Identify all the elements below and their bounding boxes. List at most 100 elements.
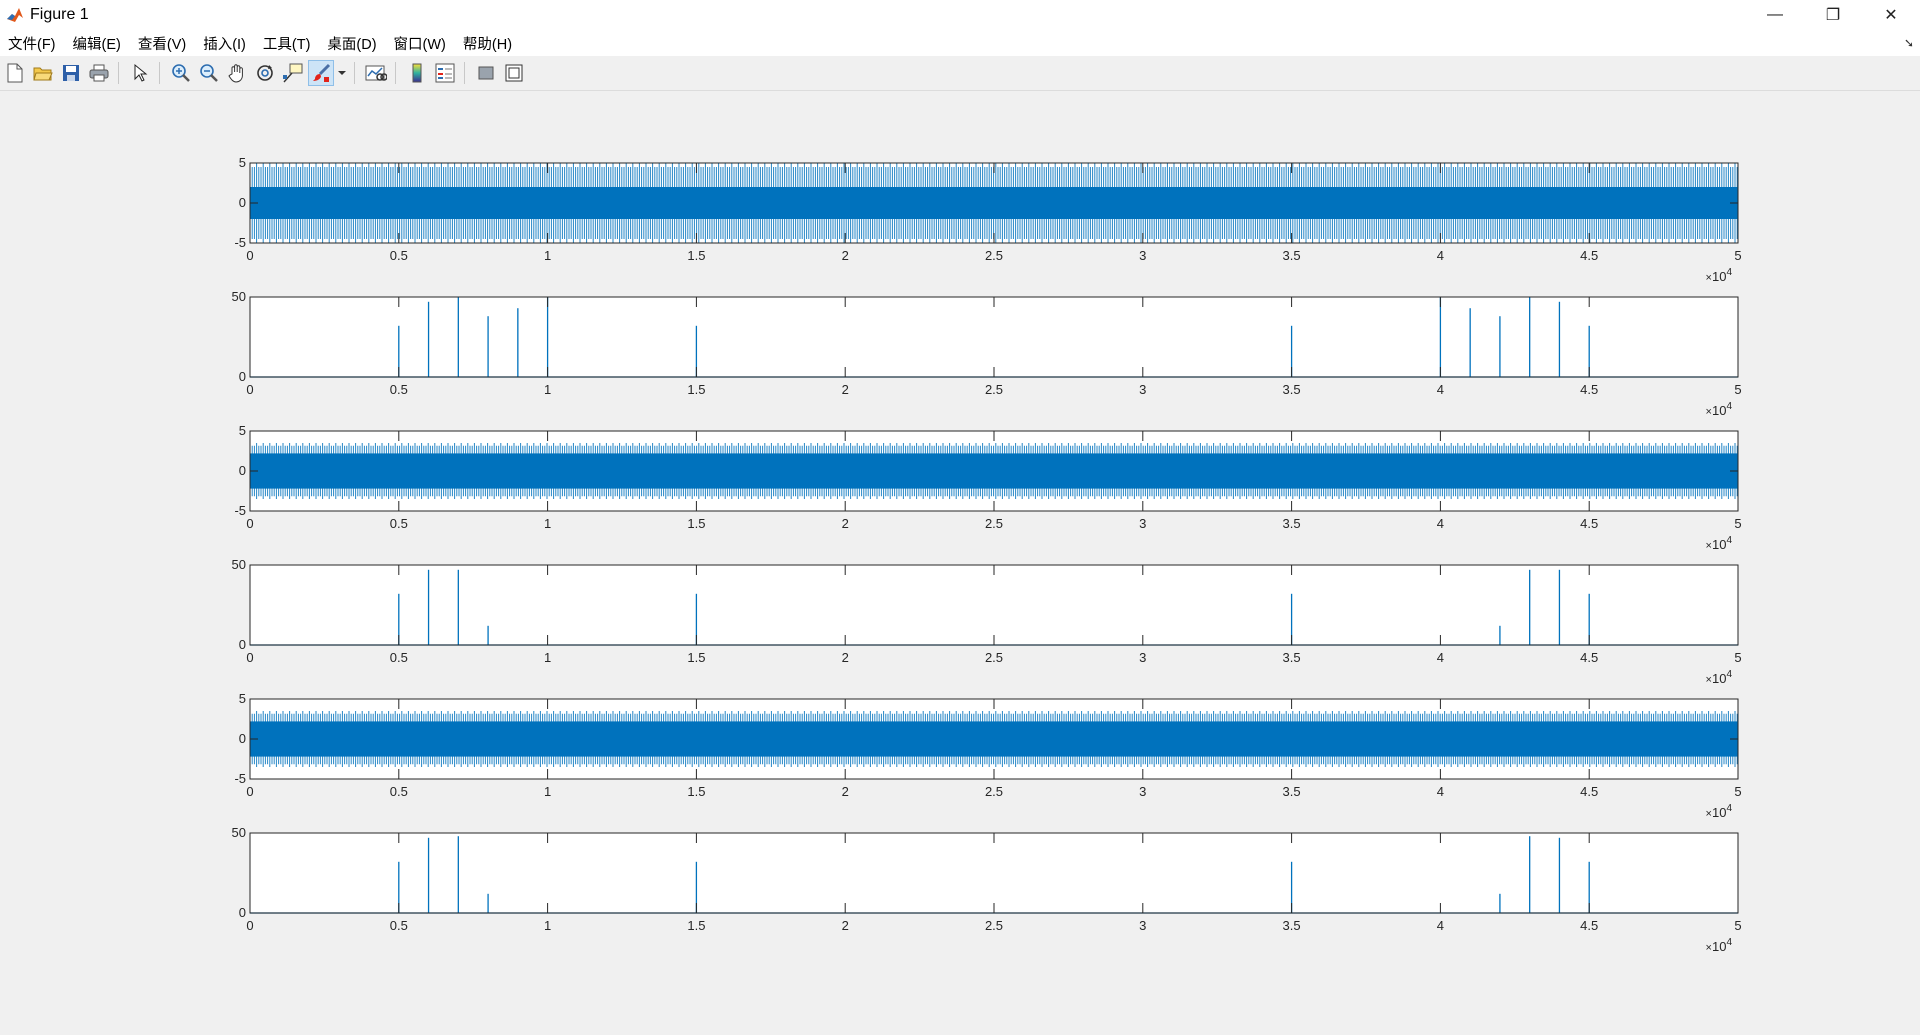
- x-tick-label: 4: [1437, 918, 1444, 933]
- y-tick-label: 0: [239, 731, 246, 746]
- colorbar-button[interactable]: [404, 60, 430, 86]
- x-tick-label: 2: [842, 516, 849, 531]
- x-tick-label: 1.5: [687, 248, 705, 263]
- x-tick-label: 3.5: [1283, 918, 1301, 933]
- x-tick-label: 5: [1734, 516, 1741, 531]
- x-tick-label: 1: [544, 918, 551, 933]
- x-tick-label: 1.5: [687, 650, 705, 665]
- show-plot-tools-icon: [505, 64, 523, 82]
- x-tick-label: 1: [544, 248, 551, 263]
- menu-insert[interactable]: 插入(I): [203, 36, 246, 53]
- show-plot-tools-button[interactable]: [501, 60, 527, 86]
- x-tick-label: 3.5: [1283, 650, 1301, 665]
- link-plot-button[interactable]: [363, 60, 389, 86]
- x-tick-label: 2: [842, 918, 849, 933]
- save-icon: [63, 65, 79, 81]
- x-tick-label: 4.5: [1580, 248, 1598, 263]
- x-tick-label: 0.5: [390, 784, 408, 799]
- x-tick-label: 4: [1437, 516, 1444, 531]
- legend-button[interactable]: [432, 60, 458, 86]
- x-tick-label: 3: [1139, 918, 1146, 933]
- menu-view[interactable]: 查看(V): [137, 36, 187, 53]
- x-exponent-label: ×104: [1706, 803, 1733, 820]
- figure-area: 0 0.5 1 1.5 2 2.5 3 3.5 4 4.5 5 -5 0 5 ×104 0 0.5 1 1.5 2 2.…: [0, 91, 1920, 1030]
- x-tick-label: 3: [1139, 248, 1146, 263]
- x-tick-label: 3.5: [1283, 382, 1301, 397]
- menu-help[interactable]: 帮助(H): [462, 36, 513, 53]
- zoom-in-icon: [172, 64, 190, 82]
- x-tick-label: 0: [246, 918, 253, 933]
- x-tick-label: 1: [544, 516, 551, 531]
- x-tick-label: 5: [1734, 918, 1741, 933]
- toolbar-separator: [159, 62, 160, 84]
- open-icon: [33, 67, 53, 81]
- print-button[interactable]: [86, 60, 112, 86]
- close-button[interactable]: ✕: [1884, 7, 1898, 24]
- x-tick-label: 0.5: [390, 650, 408, 665]
- new-figure-button[interactable]: [2, 60, 28, 86]
- hide-plot-tools-button[interactable]: [473, 60, 499, 86]
- brush-dropdown-button[interactable]: [336, 60, 348, 86]
- menu-edit[interactable]: 编辑(E): [72, 36, 121, 53]
- x-tick-label: 1.5: [687, 516, 705, 531]
- menu-file[interactable]: 文件(F): [8, 36, 56, 53]
- x-tick-label: 1.5: [687, 382, 705, 397]
- x-tick-label: 5: [1734, 784, 1741, 799]
- x-tick-label: 2.5: [985, 650, 1003, 665]
- x-tick-label: 5: [1734, 382, 1741, 397]
- pointer-button[interactable]: [127, 60, 153, 86]
- subplot-3[interactable]: 0 0.5 1 1.5 2 2.5 3 3.5 4 4.5 5-505×104: [234, 423, 1741, 552]
- minimize-button[interactable]: —: [1767, 6, 1783, 23]
- x-exponent-label: ×104: [1706, 669, 1733, 686]
- y-tick-label: 50: [232, 557, 246, 572]
- y-tick-label: -5: [234, 503, 246, 518]
- menu-tools[interactable]: 工具(T): [262, 36, 311, 53]
- save-button[interactable]: [58, 60, 84, 86]
- x-tick-label: 4.5: [1580, 516, 1598, 531]
- rotate-button[interactable]: [252, 60, 278, 86]
- menu-desktop[interactable]: 桌面(D): [327, 36, 377, 53]
- pan-button[interactable]: [224, 60, 250, 86]
- y-tick-label: 0: [239, 195, 246, 210]
- x-tick-label: 0.5: [390, 516, 408, 531]
- x-tick-label: 2: [842, 784, 849, 799]
- x-tick-label: 1: [544, 382, 551, 397]
- y-tick-label: 5: [239, 691, 246, 706]
- menu-window[interactable]: 窗口(W): [393, 36, 446, 53]
- restore-button[interactable]: ❐: [1825, 7, 1841, 24]
- y-tick-label: 0: [239, 637, 246, 652]
- x-tick-label: 1.5: [687, 918, 705, 933]
- x-tick-label: 3: [1139, 650, 1146, 665]
- toolbar-separator: [118, 62, 119, 84]
- x-tick-label: 0: [246, 248, 253, 263]
- x-tick-label: 4: [1437, 248, 1444, 263]
- subplot-5[interactable]: 0 0.5 1 1.5 2 2.5 3 3.5 4 4.5 5-505×104: [234, 691, 1741, 820]
- x-tick-label: 4: [1437, 650, 1444, 665]
- x-tick-label: 4.5: [1580, 784, 1598, 799]
- toolbar-separator: [354, 62, 355, 84]
- brush-button[interactable]: [308, 60, 334, 86]
- x-tick-label: 4: [1437, 784, 1444, 799]
- rotate-icon: [257, 65, 273, 81]
- x-tick-label: 0: [246, 382, 253, 397]
- x-tick-label: 3: [1139, 516, 1146, 531]
- x-tick-label: 2.5: [985, 784, 1003, 799]
- zoom-out-icon: [200, 64, 218, 82]
- subplot-1[interactable]: 0 0.5 1 1.5 2 2.5 3 3.5 4 4.5 5-505×104: [234, 155, 1741, 284]
- signal-band: [250, 721, 1738, 757]
- dock-arrow-icon[interactable]: ➘: [1903, 36, 1914, 50]
- link-plot-icon: [365, 65, 387, 81]
- x-tick-label: 0: [246, 650, 253, 665]
- zoom-in-button[interactable]: [168, 60, 194, 86]
- x-tick-label: 3.5: [1283, 784, 1301, 799]
- data-cursor-button[interactable]: [280, 60, 306, 86]
- y-tick-label: -5: [234, 235, 246, 250]
- open-button[interactable]: [30, 60, 56, 86]
- x-tick-label: 0: [246, 784, 253, 799]
- x-tick-label: 2.5: [985, 918, 1003, 933]
- zoom-out-button[interactable]: [196, 60, 222, 86]
